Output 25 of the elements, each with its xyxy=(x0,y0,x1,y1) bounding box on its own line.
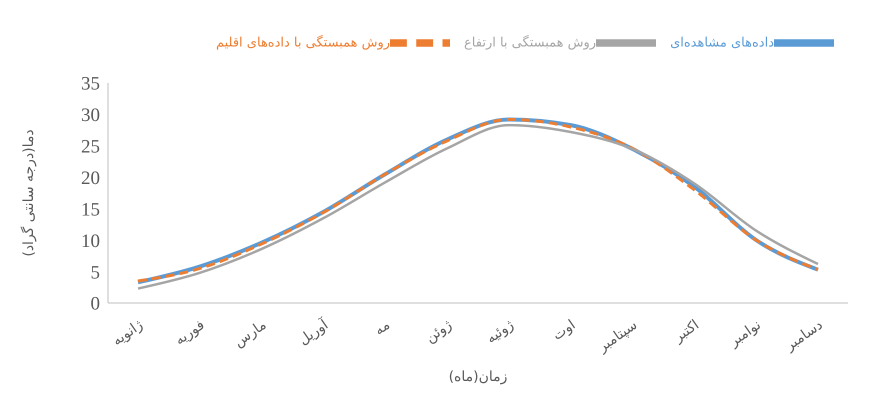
legend-label: روش همبستگی با ارتفاع xyxy=(464,36,596,51)
x-tick-label: ژوئن xyxy=(422,316,456,346)
x-tick-label: مه xyxy=(372,317,394,339)
x-tick-label: ژانویه xyxy=(109,316,146,350)
y-tick-label: 25 xyxy=(81,136,100,158)
y-tick-label: 5 xyxy=(90,262,100,284)
y-tick-label: 0 xyxy=(90,294,100,315)
y-tick-label: 15 xyxy=(81,199,100,220)
x-tick-label: سپتامبر xyxy=(594,317,640,356)
x-tick-label: نوامبر xyxy=(726,317,764,350)
y-tick-label: 20 xyxy=(81,168,100,190)
y-tick-label: 35 xyxy=(81,74,100,95)
x-tick-label: آوریل xyxy=(294,314,332,348)
y-tick-label: 10 xyxy=(81,230,100,252)
x-tick-label: دسامبر xyxy=(782,317,826,355)
x-tick-label: ژوئیه xyxy=(484,316,517,347)
x-tick-label: مارس xyxy=(231,317,270,351)
legend-label: روش همبستگی با داده‌های اقلیم xyxy=(216,36,390,51)
x-tick-label: فوریه xyxy=(172,317,208,349)
x-axis-title: زمان(ماه) xyxy=(448,369,508,385)
y-axis-title: دما(درجه سانتی گراد) xyxy=(20,129,37,257)
x-tick-label: اوت xyxy=(550,317,579,344)
legend-label: داده‌های مشاهده‌ای xyxy=(670,36,774,51)
x-tick-label: اکتبر xyxy=(670,317,702,346)
y-tick-label: 30 xyxy=(81,105,100,126)
